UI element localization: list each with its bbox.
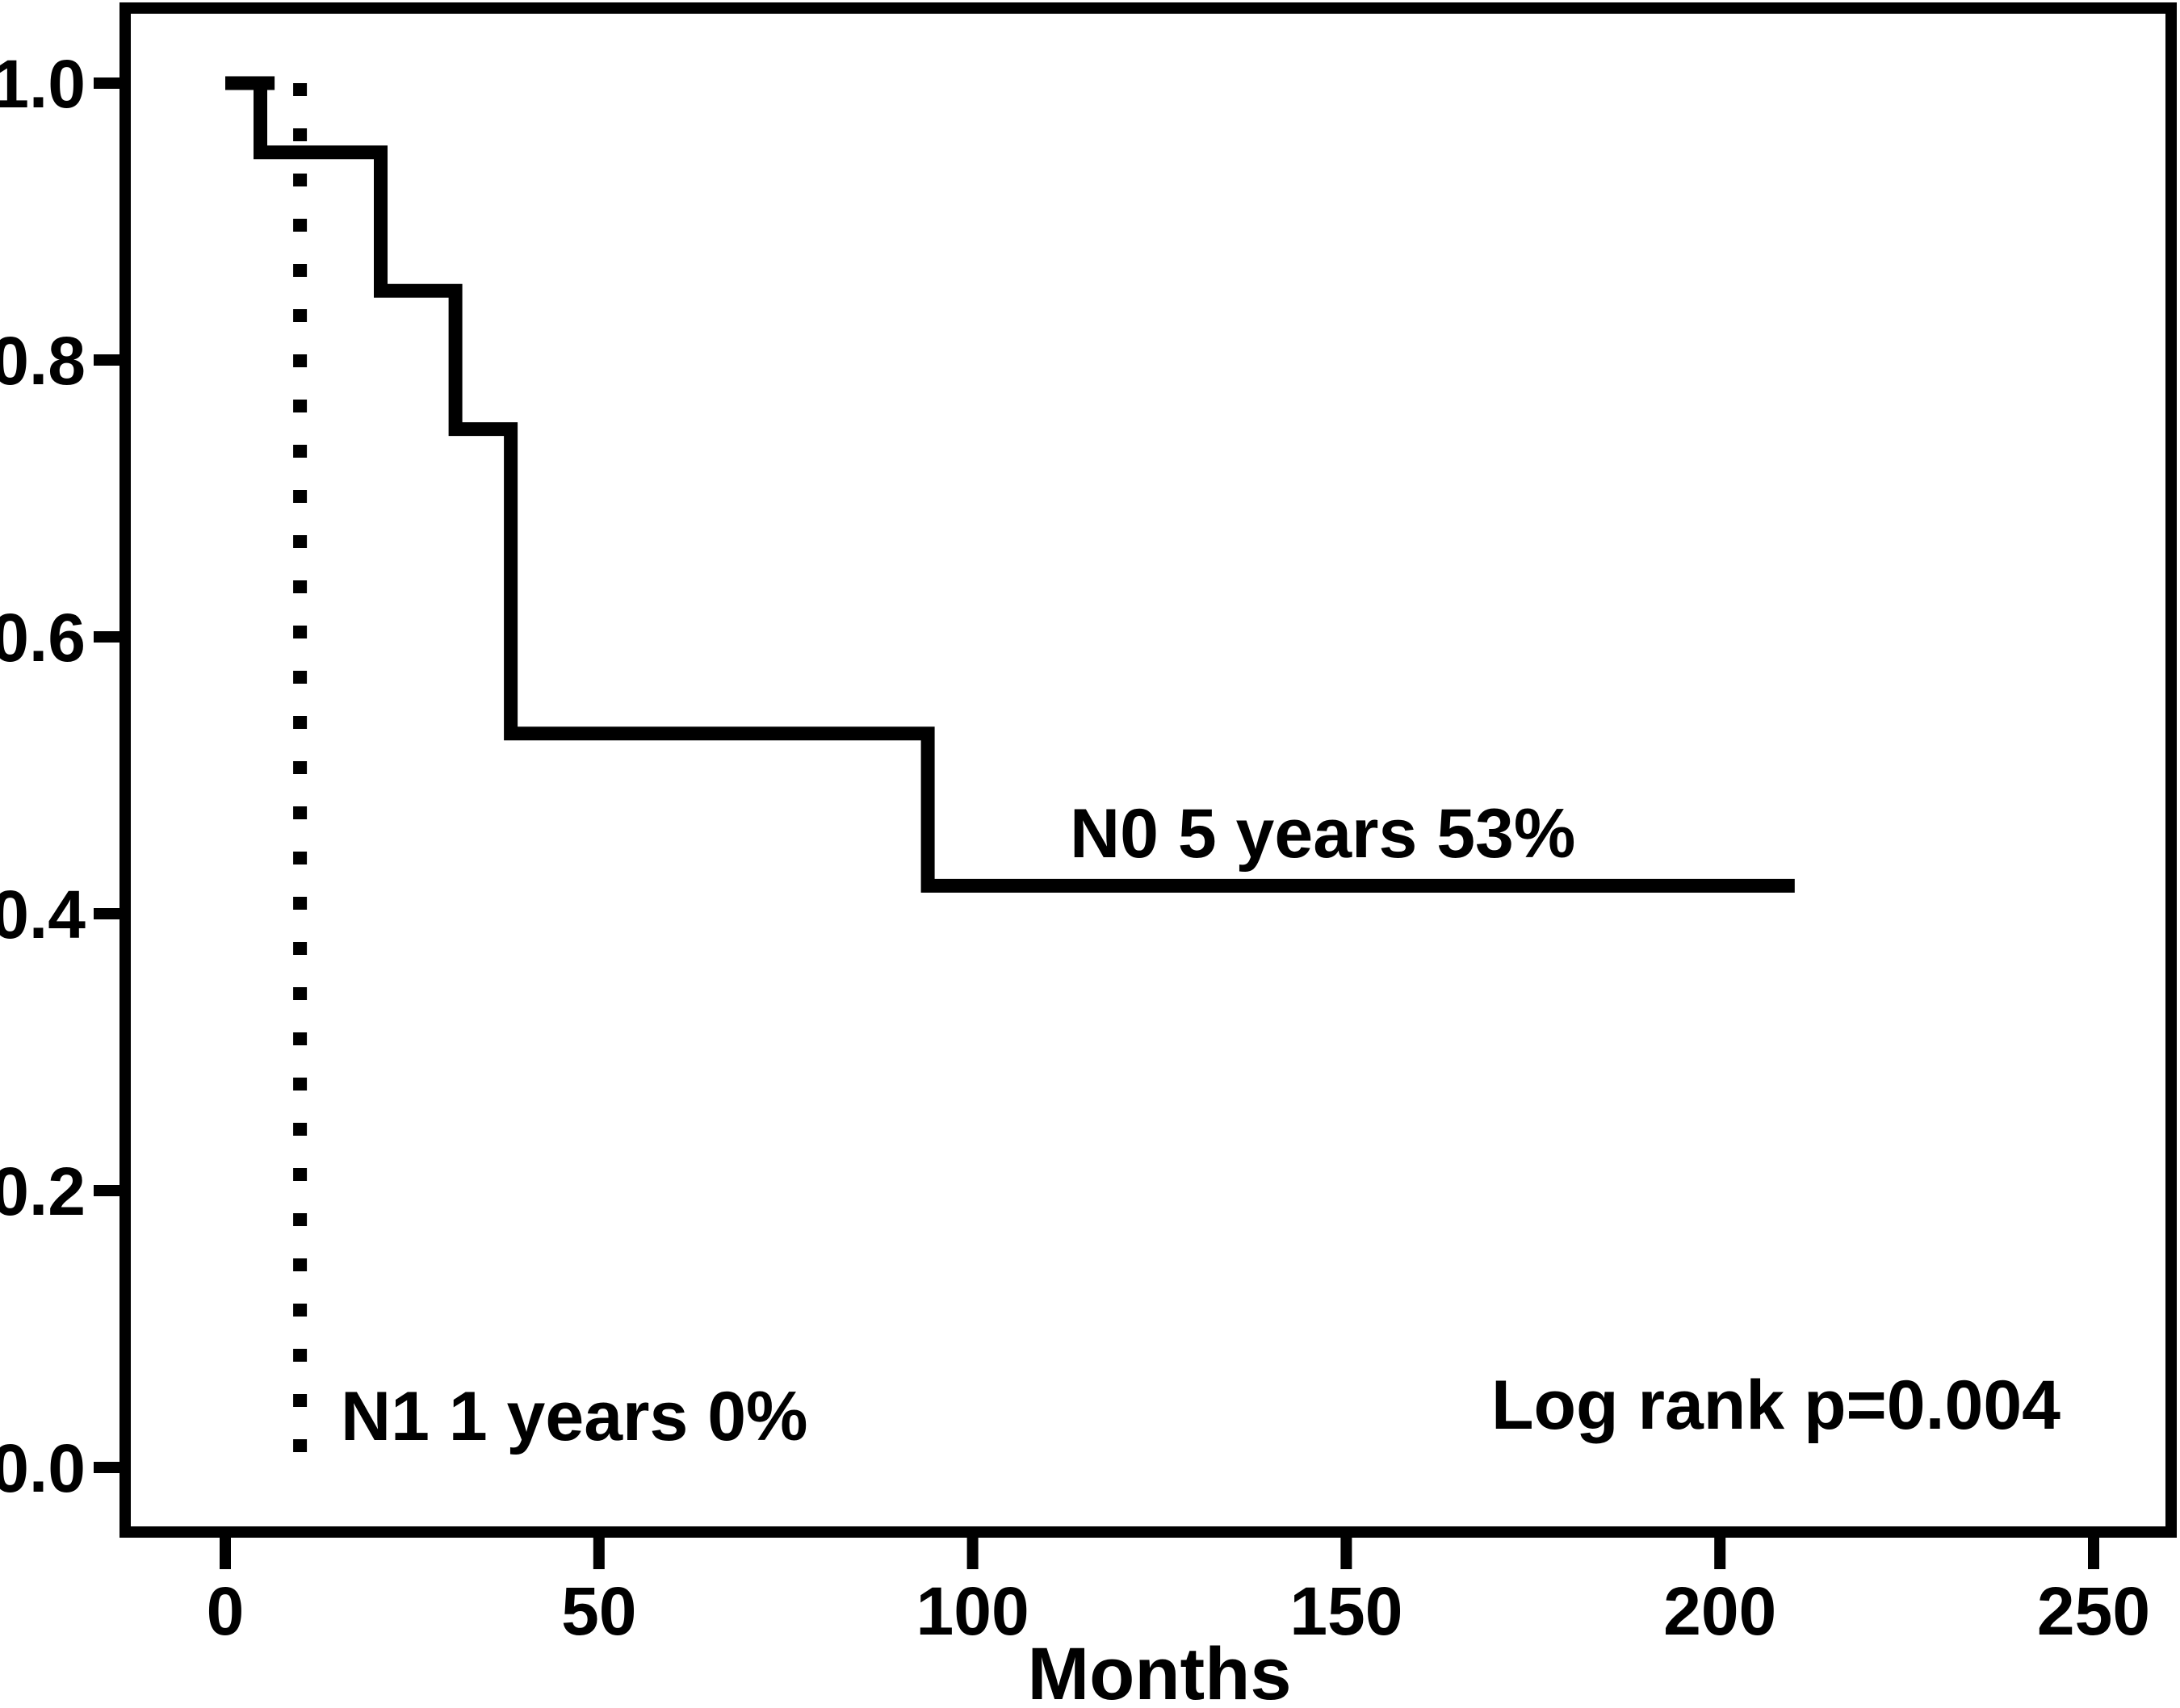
annotations: N0 5 years 53% N1 1 years 0% Log rank p=… [341,795,2061,1455]
y-tick-label: 0.4 [0,877,86,952]
y-tick-label: 0.0 [0,1430,86,1506]
x-tick-label: 200 [1663,1573,1776,1649]
x-tick-label: 150 [1289,1573,1402,1649]
series-layer [225,76,1795,1467]
x-tick-label: 250 [2037,1573,2150,1649]
x-tick-label: 50 [561,1573,636,1649]
n0-survival-annotation: N0 5 years 53% [1070,795,1575,873]
x-axis-title: Months [1027,1633,1291,1708]
plot-border [119,2,2177,1538]
x-tick-label: 0 [207,1573,245,1649]
x-axis: 0 50 100 150 200 250 Months [207,1537,2150,1708]
log-rank-p-value-annotation: Log rank p=0.004 [1491,1367,2061,1444]
y-tick-label: 0.2 [0,1153,86,1229]
x-tick-label: 100 [916,1573,1029,1649]
series-N0-curve [225,76,1795,893]
n1-survival-annotation: N1 1 years 0% [341,1378,808,1455]
y-tick-label: 0.8 [0,323,86,399]
y-tick-label: 0.6 [0,600,86,676]
y-axis: 1.0 0.8 0.6 0.4 0.2 0.0 [0,46,121,1506]
y-tick-label: 1.0 [0,46,86,122]
